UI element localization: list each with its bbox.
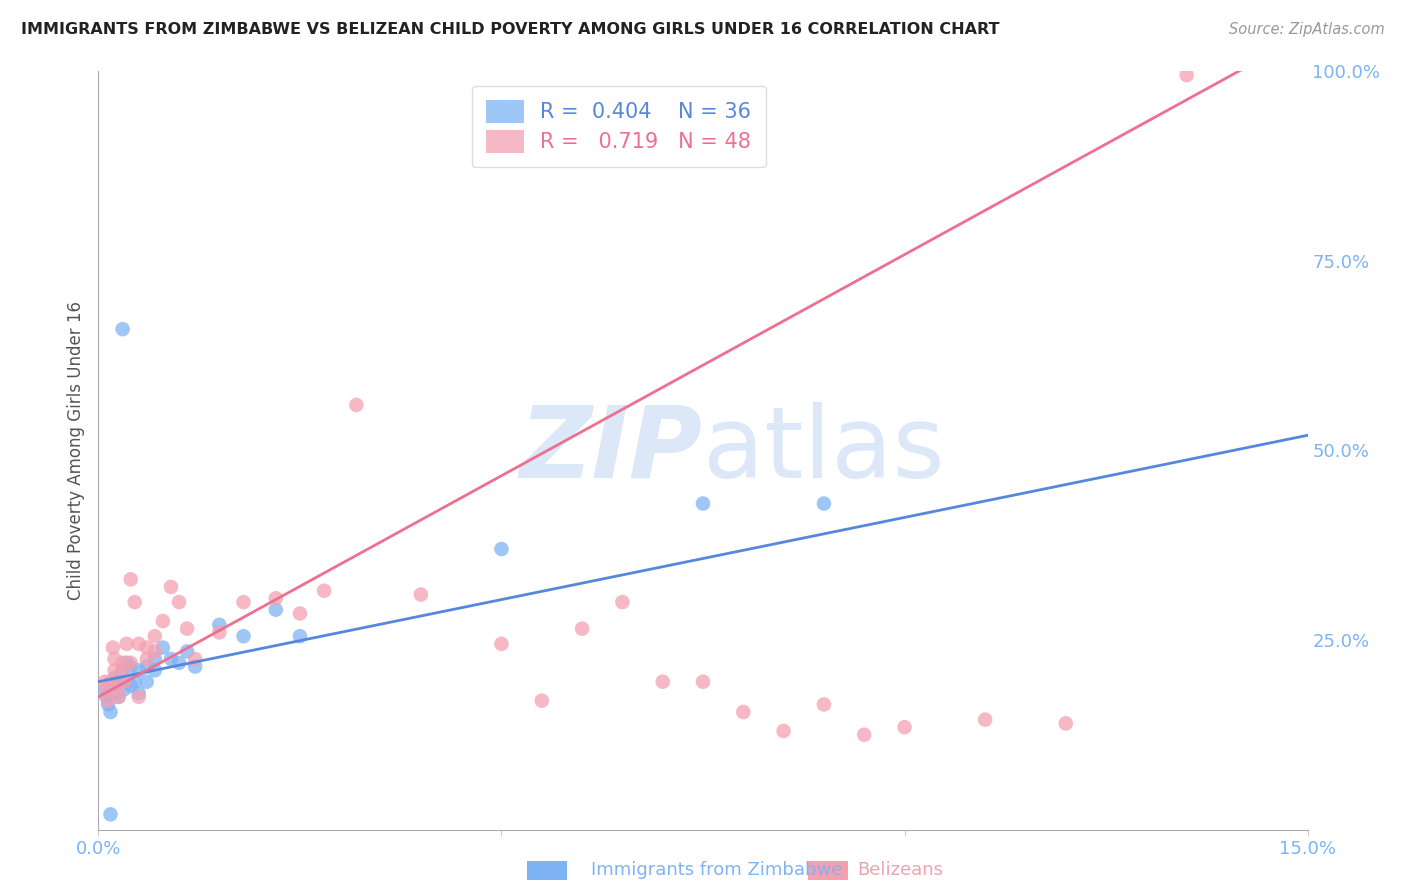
Point bbox=[128, 686, 150, 700]
Point bbox=[96, 690, 118, 704]
Point bbox=[103, 664, 125, 678]
Point bbox=[160, 580, 183, 594]
Point bbox=[160, 652, 183, 666]
Text: IMMIGRANTS FROM ZIMBABWE VS BELIZEAN CHILD POVERTY AMONG GIRLS UNDER 16 CORRELAT: IMMIGRANTS FROM ZIMBABWE VS BELIZEAN CHI… bbox=[21, 22, 1000, 37]
Y-axis label: Child Poverty Among Girls Under 16: Child Poverty Among Girls Under 16 bbox=[66, 301, 84, 600]
Point bbox=[1054, 716, 1077, 731]
Point bbox=[264, 603, 287, 617]
Point bbox=[813, 496, 835, 510]
Point bbox=[128, 690, 150, 704]
Point bbox=[107, 690, 129, 704]
Point bbox=[120, 573, 142, 587]
Point bbox=[344, 398, 367, 412]
Point bbox=[111, 674, 134, 689]
Point bbox=[143, 652, 166, 666]
Point bbox=[409, 588, 432, 602]
Point bbox=[111, 664, 134, 678]
Point bbox=[733, 705, 755, 719]
Point bbox=[124, 674, 146, 689]
Point bbox=[101, 682, 124, 697]
Point bbox=[530, 694, 553, 708]
Point bbox=[232, 595, 254, 609]
Point bbox=[143, 644, 166, 658]
Point bbox=[974, 713, 997, 727]
Point bbox=[103, 671, 125, 685]
Point bbox=[208, 617, 231, 632]
Point bbox=[152, 640, 174, 655]
Text: Source: ZipAtlas.com: Source: ZipAtlas.com bbox=[1229, 22, 1385, 37]
Point bbox=[107, 690, 129, 704]
Point bbox=[1175, 68, 1198, 82]
Point bbox=[813, 698, 835, 712]
Point bbox=[94, 674, 117, 689]
Point bbox=[232, 629, 254, 643]
Point bbox=[176, 622, 198, 636]
Point bbox=[143, 664, 166, 678]
Point bbox=[135, 659, 157, 673]
Point bbox=[111, 664, 134, 678]
Text: ZIP: ZIP bbox=[520, 402, 703, 499]
Point bbox=[651, 674, 673, 689]
Point bbox=[100, 705, 122, 719]
Point bbox=[167, 656, 190, 670]
Point bbox=[101, 640, 124, 655]
Text: Immigrants from Zimbabwe: Immigrants from Zimbabwe bbox=[591, 861, 842, 879]
Point bbox=[288, 607, 311, 621]
Point bbox=[208, 625, 231, 640]
Point bbox=[853, 728, 876, 742]
Point bbox=[115, 656, 138, 670]
Point bbox=[893, 720, 915, 734]
Point bbox=[491, 542, 513, 557]
Point bbox=[772, 724, 794, 739]
Point bbox=[97, 694, 120, 708]
Point bbox=[105, 682, 128, 697]
Point bbox=[124, 595, 146, 609]
Point bbox=[184, 659, 207, 673]
Point bbox=[176, 644, 198, 658]
Point bbox=[314, 583, 336, 598]
Point bbox=[96, 682, 118, 697]
Point bbox=[167, 595, 190, 609]
Point bbox=[288, 629, 311, 643]
Legend: R =  0.404    N = 36, R =   0.719   N = 48: R = 0.404 N = 36, R = 0.719 N = 48 bbox=[471, 86, 766, 168]
Point bbox=[115, 637, 138, 651]
Point bbox=[120, 656, 142, 670]
Point bbox=[111, 656, 134, 670]
Point bbox=[491, 637, 513, 651]
Point bbox=[184, 652, 207, 666]
Point bbox=[135, 674, 157, 689]
Point bbox=[128, 664, 150, 678]
Point bbox=[152, 614, 174, 628]
Point bbox=[135, 640, 157, 655]
Point bbox=[112, 674, 135, 689]
Point bbox=[97, 698, 120, 712]
Point bbox=[103, 652, 125, 666]
Point bbox=[692, 496, 714, 510]
Point bbox=[120, 678, 142, 692]
Point bbox=[135, 652, 157, 666]
Point bbox=[143, 629, 166, 643]
Point bbox=[105, 674, 128, 689]
Text: atlas: atlas bbox=[703, 402, 945, 499]
Point bbox=[112, 682, 135, 697]
Point bbox=[612, 595, 634, 609]
Point bbox=[100, 674, 122, 689]
Point bbox=[692, 674, 714, 689]
Point bbox=[94, 682, 117, 697]
Point bbox=[111, 322, 134, 336]
Text: Belizeans: Belizeans bbox=[858, 861, 943, 879]
Point bbox=[103, 686, 125, 700]
Point bbox=[100, 807, 122, 822]
Point bbox=[120, 659, 142, 673]
Point bbox=[264, 591, 287, 606]
Point bbox=[571, 622, 593, 636]
Point bbox=[128, 637, 150, 651]
